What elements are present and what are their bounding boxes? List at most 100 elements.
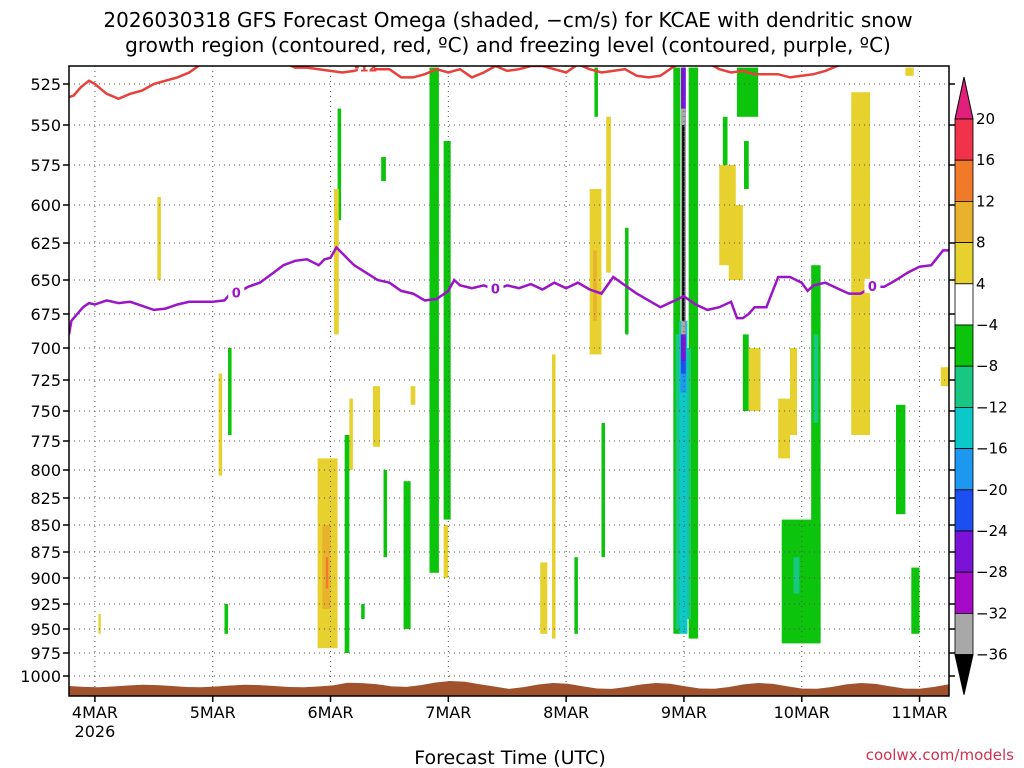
omega-region	[722, 116, 728, 197]
ground-band-fill	[69, 681, 949, 696]
colorbar-label: −36	[976, 646, 1008, 664]
colorbar-bottom-arrow	[954, 654, 974, 695]
omega-region	[736, 67, 759, 117]
omega-region	[574, 557, 578, 634]
omega-region	[337, 108, 342, 221]
omega-region	[383, 470, 388, 558]
colorbar-swatch	[954, 324, 974, 367]
y-tick-label: 975	[30, 644, 61, 663]
omega-region	[744, 141, 749, 189]
y-tick-label: 825	[30, 489, 61, 508]
x-axis-title: Forecast Time (UTC)	[414, 747, 605, 768]
freezing-level-contour-label: 0	[868, 280, 877, 295]
y-tick-label: 925	[30, 595, 61, 614]
omega-region	[594, 67, 598, 117]
omega-region	[372, 386, 381, 447]
ground-band	[69, 681, 949, 696]
colorbar-swatch	[954, 489, 974, 532]
freezing-level-contour-label-bg	[864, 278, 881, 293]
omega-region	[410, 386, 416, 405]
omega-region	[601, 423, 606, 558]
colorbar-label: 4	[976, 275, 986, 293]
omega-region	[905, 67, 914, 76]
omega-region	[157, 197, 161, 280]
omega-region	[851, 92, 871, 435]
plot-area	[98, 67, 949, 653]
omega-region	[349, 398, 353, 470]
colorbar-swatch	[954, 613, 974, 656]
colorbar-swatch	[954, 365, 974, 408]
omega-region	[98, 614, 101, 634]
y-tick-label: 750	[30, 402, 61, 421]
omega-region	[811, 265, 821, 639]
colorbar-label: −28	[976, 563, 1008, 581]
omega-region	[540, 562, 548, 634]
colorbar-label: −8	[976, 357, 998, 375]
contours: 0 0 0 -12	[69, 66, 949, 335]
freezing-level-contour-label: 0	[491, 283, 500, 298]
x-tick-label: 7MAR	[425, 703, 471, 722]
chart-title: 2026030318 GFS Forecast Omega (shaded, −…	[103, 8, 912, 57]
y-tick-label: 900	[30, 569, 61, 588]
y-tick-label: 725	[30, 371, 61, 390]
colorbar-swatch	[954, 406, 974, 449]
omega-region	[381, 157, 386, 181]
omega-region	[688, 67, 699, 639]
omega-region	[682, 125, 685, 321]
y-tick-label: 675	[30, 305, 61, 324]
omega-region	[429, 67, 439, 573]
omega-region	[911, 567, 920, 634]
y-tick-label: 775	[30, 432, 61, 451]
colorbar-label: −32	[976, 604, 1008, 622]
omega-region	[218, 373, 223, 476]
colorbar-label: −12	[976, 398, 1008, 416]
x-tick-sublabel: 2026	[75, 722, 116, 741]
colorbar-swatch	[954, 448, 974, 491]
x-tick-label: 11MAR	[891, 703, 947, 722]
colorbar-label: 12	[976, 192, 995, 210]
omega-region	[593, 250, 597, 321]
y-tick-label: 950	[30, 620, 61, 639]
omega-region	[551, 354, 556, 639]
y-tick-label: 700	[30, 339, 61, 358]
y-axis: 525 550 575 600 625 650 675 700 725 750 775 800 825 8…	[20, 75, 955, 686]
y-tick-label: 550	[30, 116, 61, 135]
colorbar-swatch	[954, 283, 974, 326]
colorbar-label: −24	[976, 522, 1008, 540]
dgz-contour	[69, 66, 842, 101]
colorbar-label: −16	[976, 440, 1008, 458]
colorbar-label: 20	[976, 110, 995, 128]
omega-region	[728, 205, 743, 280]
omega-region	[742, 334, 749, 411]
x-tick-label: 10MAR	[774, 703, 830, 722]
x-tick-label: 9MAR	[661, 703, 707, 722]
omega-region	[334, 189, 339, 335]
plot-frame	[68, 65, 950, 697]
colorbar-label: −20	[976, 481, 1008, 499]
omega-region	[813, 334, 819, 423]
omega-region	[778, 398, 790, 459]
y-tick-label: 575	[30, 156, 61, 175]
colorbar-swatch	[954, 571, 974, 614]
omega-region	[895, 404, 906, 515]
dgz-contour-label-bg	[357, 66, 374, 74]
y-tick-label: 600	[30, 196, 61, 215]
chart-title-line-1: 2026030318 GFS Forecast Omega (shaded, −…	[103, 8, 912, 32]
colorbar-label: −4	[976, 316, 998, 334]
omega-region	[403, 481, 411, 629]
omega-region	[344, 435, 350, 653]
credit-link[interactable]: coolwx.com/models	[866, 746, 1014, 764]
omega-region	[443, 141, 451, 520]
freezing-level-contour-label-bg	[487, 281, 504, 296]
y-tick-label: 850	[30, 516, 61, 535]
omega-region	[361, 604, 365, 619]
freezing-level-contour-label-bg	[228, 285, 245, 300]
y-tick-label: 625	[30, 234, 61, 253]
omega-region	[443, 525, 449, 578]
freezing-level-contour-label: 0	[232, 287, 241, 302]
omega-region	[675, 334, 680, 629]
colorbar-label: 8	[976, 234, 986, 252]
omega-region	[228, 348, 232, 435]
x-tick-label: 6MAR	[308, 703, 354, 722]
